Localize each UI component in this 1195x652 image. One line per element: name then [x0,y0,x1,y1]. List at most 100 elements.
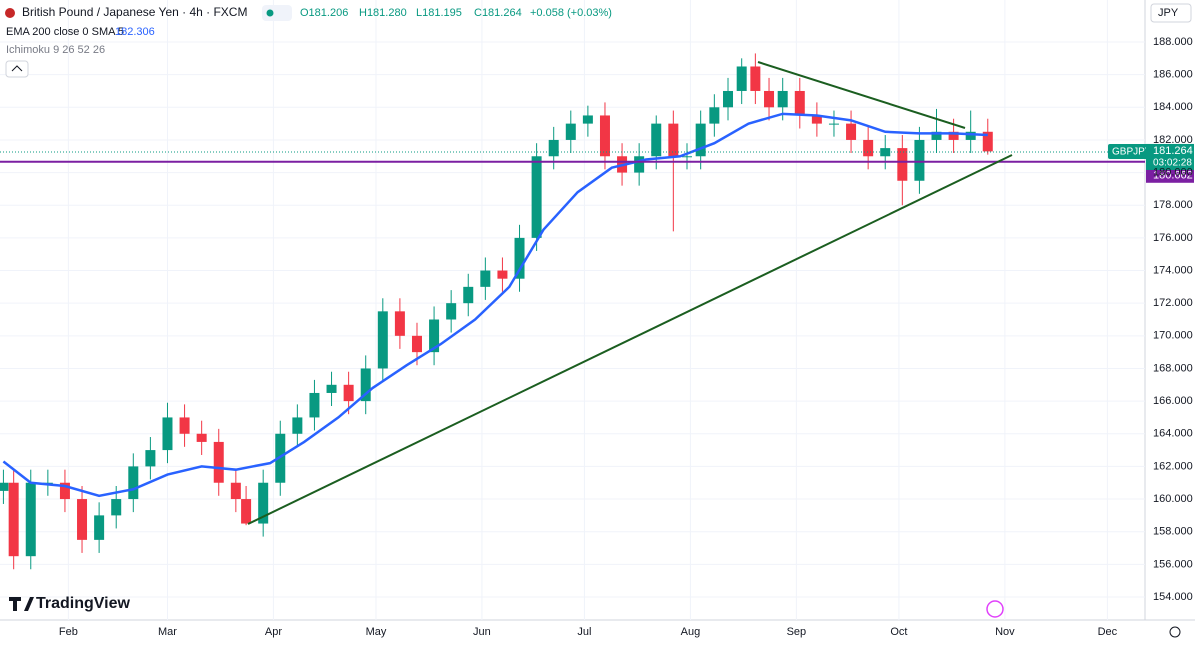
y-tick-label: 178.000 [1153,199,1193,211]
x-tick-label: Jul [577,626,591,638]
hline-tag [1146,168,1194,183]
candle-body [828,123,839,125]
settings-icon[interactable] [1169,626,1181,638]
candle-body [582,115,593,124]
x-tick-label: May [366,626,387,638]
x-tick-label: Feb [59,626,78,638]
symbol-icon [5,8,15,18]
candle-body [982,131,993,152]
candle-body [750,66,761,91]
currency-button[interactable] [1150,3,1192,23]
candle-body [258,482,269,524]
candle-body [429,319,440,353]
y-tick-label: 156.000 [1153,558,1193,570]
candle-body [213,441,224,483]
ohlc-change: +0.058 (+0.03%) [530,7,612,19]
plot [0,53,1145,570]
candle-body [77,499,88,540]
candle-body [565,123,576,140]
candle-body [736,66,747,91]
status-badge[interactable] [262,5,292,21]
candle-body [948,131,959,140]
candle-body [914,139,925,181]
x-tick-label: Apr [265,626,282,638]
candle-body [531,156,542,238]
x-tick-label: Mar [158,626,177,638]
candle-body [394,311,405,336]
candle-body [514,237,525,279]
candle-body [241,499,252,524]
candle-body [196,433,207,442]
candle-body [764,90,775,108]
candle-body [709,107,720,124]
candle-body [897,148,908,181]
candle-body [25,482,36,557]
symbol-tag [1108,143,1150,159]
hline-tag-label: 180.662 [1153,170,1193,182]
y-tick-label: 188.000 [1153,36,1193,48]
candle-body [863,139,874,157]
candle-body [292,417,303,434]
candle-body [794,90,805,116]
ohlc-high: H181.280 [359,7,407,19]
ichimoku-label: Ichimoku 9 26 52 26 [6,44,105,56]
candle-body [179,417,190,434]
candle-body [497,270,508,279]
y-tick-label: 172.000 [1153,297,1193,309]
grid [0,0,1145,620]
candle-body [59,482,70,500]
candle-body [230,482,241,500]
candle-body [111,499,122,516]
symbol-title: British Pound / Japanese Yen · 4h · FXCM [22,5,247,19]
candle-body [682,156,692,158]
candle-body [326,384,337,393]
candle-body [309,392,320,418]
candle-body [411,335,422,353]
candle-body [377,311,388,369]
uptrend-line [247,154,1013,525]
ohlc-open: O181.206 [300,7,348,19]
y-tick-label: 174.000 [1153,264,1193,276]
ema-label: EMA 200 close 0 SMA 5 [6,26,124,38]
candle-body [723,90,734,108]
candle-body [548,139,559,157]
ohlc-close: C181.264 [474,7,522,19]
status-dot [266,9,274,17]
x-tick-label: Aug [681,626,701,638]
y-tick-label: 164.000 [1153,428,1193,440]
ohlc-low: L181.195 [416,7,462,19]
candle-body [599,115,610,157]
candle-body [128,466,139,500]
candle-body [965,131,976,140]
candle-body [446,303,457,320]
y-tick-label: 168.000 [1153,362,1193,374]
candle-body [668,123,679,157]
x-tick-label: Nov [995,626,1015,638]
candle-body [8,482,19,557]
downtrend-line [757,61,966,129]
y-tick-label: 162.000 [1153,460,1193,472]
ema-line [2,112,988,498]
y-tick-label: 176.000 [1153,232,1193,244]
candle-body [94,515,105,540]
candle-body [651,123,662,157]
candle-body [695,123,706,157]
y-tick-label: 182.000 [1153,134,1193,146]
x-tick-label: Jun [473,626,491,638]
symbol-tag-label: GBPJPY [1112,147,1152,158]
lightning-icon[interactable] [986,600,1004,618]
y-tick-label: 154.000 [1153,591,1193,603]
candle-body [480,270,491,287]
countdown-label: 03:02:28 [1153,158,1192,169]
y-tick-label: 186.000 [1153,69,1193,81]
collapse-button[interactable] [5,60,29,78]
candle-body [145,450,156,467]
candle-body [343,384,354,402]
brand-logo [9,597,34,611]
x-tick-label: Dec [1098,626,1118,638]
candle-body [360,368,371,402]
y-tick-label: 158.000 [1153,526,1193,538]
